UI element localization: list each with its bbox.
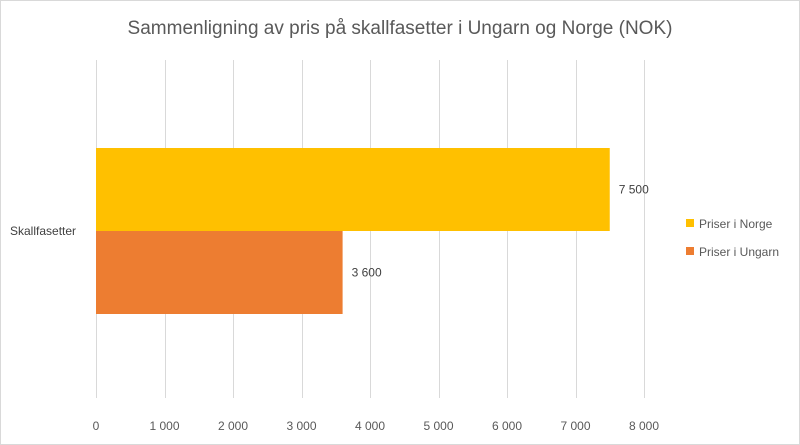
legend-swatch	[686, 247, 694, 255]
x-tick-label: 5 000	[423, 419, 453, 433]
gridlines	[96, 60, 645, 398]
legend-label: Priser i Ungarn	[699, 245, 779, 259]
legend: Priser i Norge Priser i Ungarn	[686, 217, 779, 259]
legend-label: Priser i Norge	[699, 217, 773, 231]
chart-title: Sammenligning av pris på skallfasetter i…	[128, 18, 673, 39]
x-tick-label: 7 000	[560, 419, 590, 433]
x-tick-label: 4 000	[355, 419, 385, 433]
y-axis-categories: Skallfasetter	[10, 224, 76, 238]
data-label: 3 600	[352, 266, 382, 280]
data-label: 7 500	[619, 183, 649, 197]
category-label: Skallfasetter	[10, 224, 76, 238]
bar-0	[96, 148, 610, 231]
data-labels: 7 500 3 600	[352, 183, 650, 280]
x-tick-label: 2 000	[218, 419, 248, 433]
x-tick-label: 8 000	[629, 419, 659, 433]
bars	[96, 148, 610, 314]
bar-1	[96, 231, 343, 314]
legend-swatch	[686, 219, 694, 227]
x-tick-label: 6 000	[492, 419, 522, 433]
x-tick-label: 1 000	[149, 419, 179, 433]
x-axis-ticks: 0 1 000 2 000 3 000 4 000 5 000 6 000 7 000 8 00…	[93, 419, 660, 433]
x-tick-label: 0	[93, 419, 100, 433]
x-tick-label: 3 000	[286, 419, 316, 433]
